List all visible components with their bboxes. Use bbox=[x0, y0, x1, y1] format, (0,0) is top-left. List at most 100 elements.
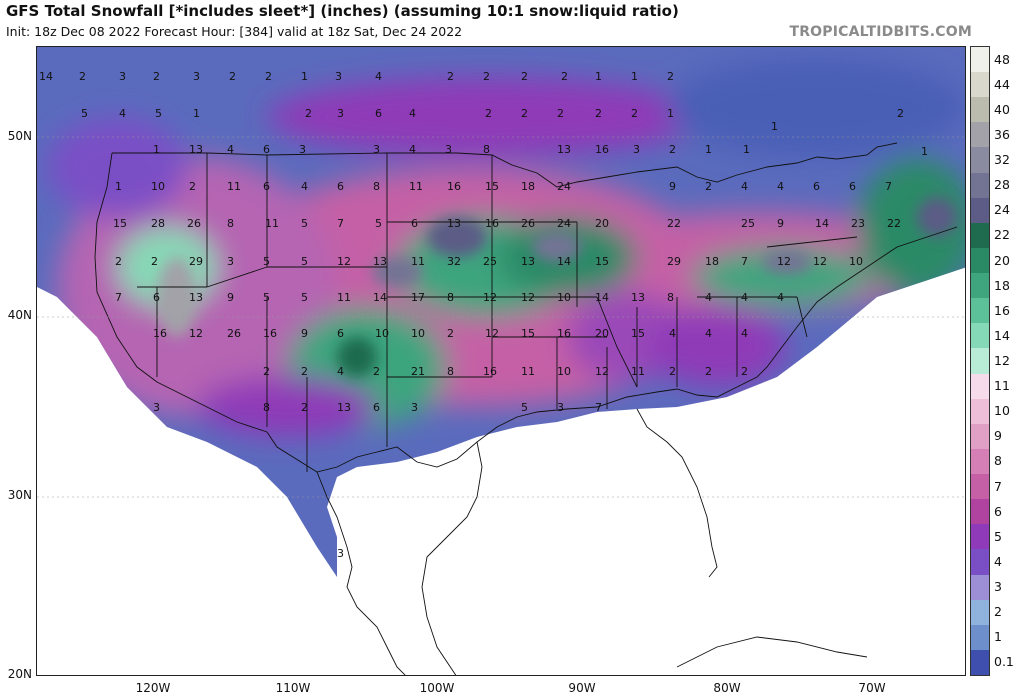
snowfall-value-label: 11 bbox=[631, 365, 645, 378]
snowfall-value-label: 6 bbox=[337, 180, 344, 193]
snowfall-value-label: 3 bbox=[337, 107, 344, 120]
snowfall-value-label: 8 bbox=[447, 291, 454, 304]
snowfall-value-label: 3 bbox=[227, 255, 234, 268]
lon-label-70w: 70W bbox=[858, 681, 886, 695]
colorbar-swatch bbox=[971, 247, 989, 274]
snowfall-value-label: 24 bbox=[557, 180, 571, 193]
snowfall-value-label: 4 bbox=[227, 143, 234, 156]
colorbar-swatch bbox=[971, 649, 989, 676]
snowfall-value-label: 9 bbox=[669, 180, 676, 193]
snowfall-value-label: 2 bbox=[667, 70, 674, 83]
snowfall-value-label: 22 bbox=[887, 217, 901, 230]
snowfall-value-label: 2 bbox=[301, 401, 308, 414]
colorbar-swatch bbox=[971, 524, 989, 550]
colorbar-swatch bbox=[971, 574, 989, 601]
snowfall-value-label: 23 bbox=[851, 217, 865, 230]
snowfall-value-label: 11 bbox=[227, 180, 241, 193]
snowfall-value-label: 2 bbox=[897, 107, 904, 120]
snowfall-value-label: 16 bbox=[447, 180, 461, 193]
snowfall-value-label: 6 bbox=[263, 180, 270, 193]
snowfall-value-label: 3 bbox=[633, 143, 640, 156]
snowfall-value-label: 4 bbox=[777, 180, 784, 193]
snowfall-value-label: 10 bbox=[849, 255, 863, 268]
snowfall-value-label: 2 bbox=[153, 70, 160, 83]
snowfall-value-label: 6 bbox=[263, 143, 270, 156]
snowfall-value-label: 9 bbox=[227, 291, 234, 304]
snowfall-value-label: 8 bbox=[227, 217, 234, 230]
snowfall-value-label: 4 bbox=[705, 327, 712, 340]
lon-label-80w: 80W bbox=[713, 681, 741, 695]
snowfall-value-label: 1 bbox=[705, 143, 712, 156]
snowfall-value-label: 2 bbox=[631, 107, 638, 120]
snowfall-value-label: 3 bbox=[153, 401, 160, 414]
snowfall-value-label: 25 bbox=[483, 255, 497, 268]
snowfall-value-label: 5 bbox=[263, 291, 270, 304]
snowfall-value-label: 3 bbox=[119, 70, 126, 83]
colorbar-swatch bbox=[971, 499, 989, 525]
colorbar-tick-label: 10 bbox=[994, 403, 1010, 419]
snowfall-value-label: 4 bbox=[777, 291, 784, 304]
snowfall-value-label: 4 bbox=[119, 107, 126, 120]
snowfall-value-label: 11 bbox=[411, 255, 425, 268]
colorbar-tick-label: 24 bbox=[994, 202, 1010, 218]
colorbar-tick-label: 9 bbox=[994, 428, 1002, 444]
snowfall-value-label: 12 bbox=[813, 255, 827, 268]
snowfall-value-label: 2 bbox=[521, 70, 528, 83]
snowfall-value-label: 1 bbox=[193, 107, 200, 120]
snowfall-value-label: 14 bbox=[557, 255, 571, 268]
snowfall-value-label: 26 bbox=[187, 217, 201, 230]
snowfall-value-label: 22 bbox=[667, 217, 681, 230]
snowfall-value-label: 15 bbox=[113, 217, 127, 230]
snowfall-value-label: 12 bbox=[483, 291, 497, 304]
brand-watermark: TROPICALTIDBITS.COM bbox=[789, 24, 972, 40]
lon-label-90w: 90W bbox=[568, 681, 596, 695]
snowfall-value-label: 2 bbox=[521, 107, 528, 120]
colorbar-swatch bbox=[971, 222, 989, 249]
snowfall-value-label: 21 bbox=[411, 365, 425, 378]
snowfall-value-label: 5 bbox=[375, 217, 382, 230]
colorbar-swatch bbox=[971, 122, 989, 148]
snowfall-value-label: 2 bbox=[669, 365, 676, 378]
forecast-info: Init: 18z Dec 08 2022 Forecast Hour: [38… bbox=[6, 24, 463, 39]
snowfall-value-label: 12 bbox=[485, 327, 499, 340]
snowfall-value-label: 16 bbox=[557, 327, 571, 340]
snowfall-value-label: 2 bbox=[305, 107, 312, 120]
snowfall-value-label: 12 bbox=[337, 255, 351, 268]
snowfall-value-label: 14 bbox=[373, 291, 387, 304]
snowfall-value-label: 12 bbox=[777, 255, 791, 268]
lat-label-40n: 40N bbox=[7, 308, 32, 322]
colorbar-swatch bbox=[971, 47, 989, 73]
lat-label-50n: 50N bbox=[7, 129, 32, 143]
snowfall-value-label: 1 bbox=[37, 47, 44, 50]
snowfall-value-label: 16 bbox=[485, 217, 499, 230]
snowfall-value-label: 13 bbox=[189, 291, 203, 304]
snowfall-value-label: 4 bbox=[301, 180, 308, 193]
colorbar-tick-label: 28 bbox=[994, 177, 1010, 193]
snowfall-value-label: 4 bbox=[705, 291, 712, 304]
colorbar-swatch bbox=[971, 549, 989, 575]
snowfall-value-label: 16 bbox=[595, 143, 609, 156]
snowfall-value-label: 6 bbox=[375, 107, 382, 120]
snowfall-map: 14 2 3 2 3 2 2 1 3 4 2 2 2 2 1 1 2 1 5 4 5 1 2 3 6 4 2 2 2 2 2 1 2 1 13 4 6 3… bbox=[36, 46, 966, 676]
snowfall-value-label: 8 bbox=[667, 291, 674, 304]
colorbar-swatch bbox=[971, 373, 989, 400]
colorbar-swatch bbox=[971, 423, 989, 450]
snowfall-value-label: 4 bbox=[741, 327, 748, 340]
colorbar-tick-label: 16 bbox=[994, 302, 1010, 318]
snowfall-value-label: 7 bbox=[337, 217, 344, 230]
lon-label-120w: 120W bbox=[135, 681, 171, 695]
colorbar-tick-label: 32 bbox=[994, 152, 1010, 168]
snowfall-value-label: 2 bbox=[79, 70, 86, 83]
colorbar-swatch bbox=[971, 398, 989, 425]
snowfall-value-label: 2 bbox=[557, 107, 564, 120]
colorbar-tick-label: 22 bbox=[994, 227, 1010, 243]
snowfall-value-label: 3 bbox=[193, 70, 200, 83]
snowfall-value-label: 3 bbox=[335, 70, 342, 83]
snowfall-value-label: 9 bbox=[301, 327, 308, 340]
snowfall-value-label: 2 bbox=[263, 365, 270, 378]
lon-label-110w: 110W bbox=[275, 681, 311, 695]
colorbar-swatch bbox=[971, 348, 989, 375]
colorbar-tick-label: 0.1 bbox=[994, 654, 1014, 670]
map-canvas: 14 2 3 2 3 2 2 1 3 4 2 2 2 2 1 1 215 4 5 1 2 3 6 4 2 2 2 2 2 1 21 13 4 6 3… bbox=[37, 47, 965, 675]
snowfall-value-label: 2 bbox=[301, 365, 308, 378]
